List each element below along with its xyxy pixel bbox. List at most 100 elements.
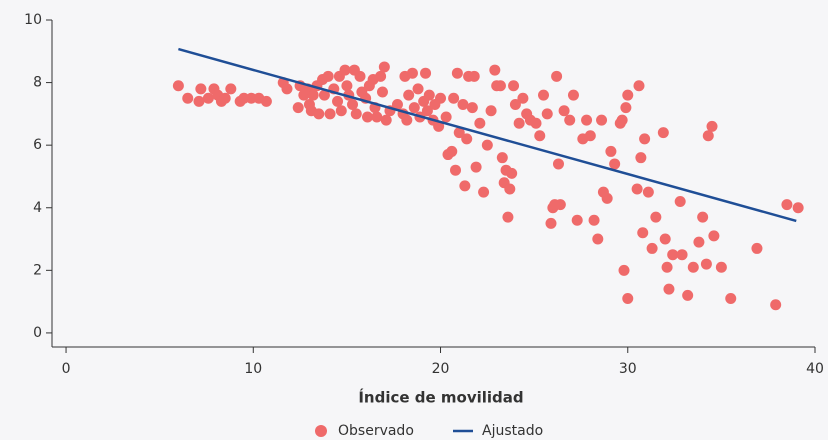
point: [485, 105, 497, 117]
point: [571, 214, 583, 226]
point: [792, 202, 804, 214]
point: [659, 233, 671, 245]
x-tick-label: 10: [244, 361, 262, 377]
point: [423, 89, 435, 101]
point: [450, 164, 462, 176]
point: [581, 114, 593, 126]
point: [474, 117, 486, 129]
point: [350, 108, 362, 120]
point: [642, 186, 654, 198]
x-tick-label: 20: [432, 361, 450, 377]
legend-label: Observado: [338, 423, 414, 439]
point: [697, 211, 709, 223]
point: [347, 98, 359, 110]
point: [509, 98, 521, 110]
point: [513, 117, 525, 129]
point: [676, 249, 688, 261]
point: [687, 261, 699, 273]
point: [650, 211, 662, 223]
point: [558, 105, 570, 117]
point: [335, 105, 347, 117]
point: [663, 283, 675, 295]
point: [693, 236, 705, 248]
point: [281, 83, 293, 95]
point: [420, 67, 432, 79]
point: [584, 130, 596, 142]
x-tick-label: 30: [619, 361, 637, 377]
point: [182, 92, 194, 104]
point: [313, 108, 325, 120]
point: [489, 64, 501, 76]
point: [332, 95, 344, 107]
point: [508, 80, 520, 92]
point: [292, 102, 304, 114]
legend-swatch: [315, 425, 327, 437]
point: [618, 264, 630, 276]
point: [781, 199, 793, 211]
point: [715, 261, 727, 273]
point: [631, 183, 643, 195]
point: [470, 161, 482, 173]
x-tick-label: 0: [62, 361, 71, 377]
point: [421, 105, 433, 117]
point: [616, 114, 628, 126]
point: [193, 95, 205, 107]
point: [564, 114, 576, 126]
point: [468, 70, 480, 82]
point: [408, 102, 420, 114]
point: [435, 92, 447, 104]
point: [545, 217, 557, 229]
point: [391, 98, 403, 110]
point: [446, 145, 458, 157]
point: [517, 92, 529, 104]
point: [202, 92, 214, 104]
point: [502, 211, 514, 223]
point: [225, 83, 237, 95]
point: [403, 89, 415, 101]
point: [601, 192, 613, 204]
point: [708, 230, 720, 242]
point: [378, 61, 390, 73]
point: [552, 158, 564, 170]
point: [609, 158, 621, 170]
point: [375, 70, 387, 82]
point: [341, 80, 353, 92]
point: [706, 120, 718, 132]
point: [307, 89, 319, 101]
y-tick-label: 10: [24, 12, 42, 28]
point: [322, 70, 334, 82]
point: [596, 114, 608, 126]
point: [622, 89, 634, 101]
point: [219, 92, 231, 104]
point: [401, 114, 413, 126]
point: [667, 249, 679, 261]
point: [453, 127, 465, 139]
point: [371, 111, 383, 123]
y-tick-label: 2: [33, 262, 42, 278]
point: [605, 145, 617, 157]
fit-line: [178, 47, 797, 223]
x-axis-label: Índice de movilidad: [358, 388, 523, 407]
point: [318, 89, 330, 101]
point: [554, 199, 566, 211]
point: [620, 102, 632, 114]
y-tick-label: 6: [33, 137, 42, 153]
point: [657, 127, 669, 139]
point: [260, 95, 272, 107]
point: [567, 89, 579, 101]
point: [530, 117, 542, 129]
point: [538, 89, 550, 101]
point: [448, 92, 460, 104]
point: [440, 111, 452, 123]
point: [376, 86, 388, 98]
point: [459, 180, 471, 192]
point: [466, 102, 478, 114]
point: [451, 67, 463, 79]
point: [195, 83, 207, 95]
point: [702, 130, 714, 142]
point: [461, 133, 473, 145]
point: [506, 167, 518, 179]
point: [534, 130, 546, 142]
point: [725, 292, 737, 304]
